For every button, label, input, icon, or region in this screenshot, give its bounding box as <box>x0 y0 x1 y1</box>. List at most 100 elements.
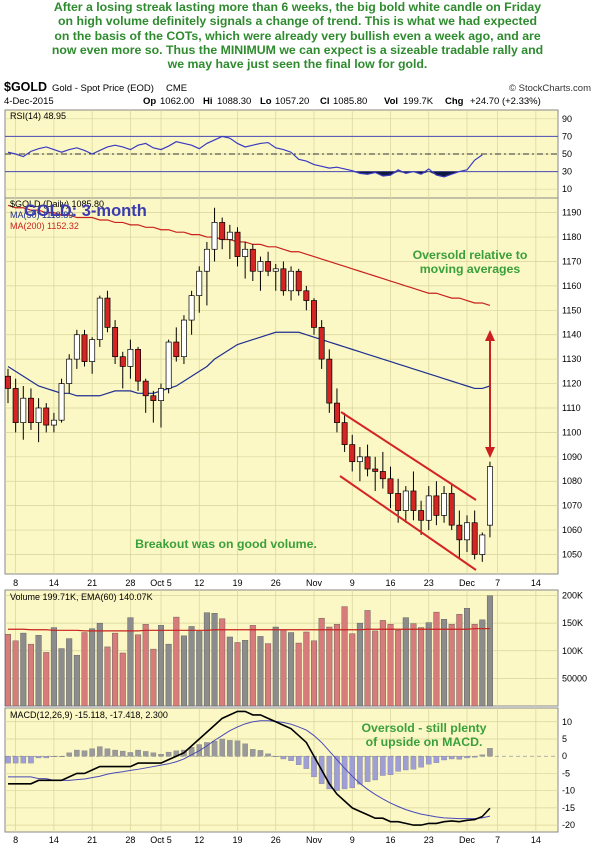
axis-labels: 8 8 14 14 21 21 28 28 Oct 5 Oct 5 12 12 19 19 26 26 Nov N… <box>13 114 587 845</box>
volume-bar <box>58 648 65 707</box>
x-tick-label: 23 <box>424 835 434 845</box>
candle-body <box>395 493 402 511</box>
macd-histogram-bar <box>456 756 463 760</box>
candle-body <box>28 397 34 423</box>
macd-label: MACD(12,26,9) -15.118, -17.418, 2.300 <box>10 710 168 720</box>
stockcharts-credit: © StockCharts.com <box>509 83 591 94</box>
x-tick-label: 14 <box>49 578 59 588</box>
rsi-tick-label: 70 <box>562 131 572 141</box>
macd-histogram-bar <box>234 740 241 757</box>
ma200-label: MA(200) 1152.32 <box>10 221 79 231</box>
candle-body <box>471 522 478 555</box>
candle-body <box>379 471 386 480</box>
x-tick-label: 8 <box>13 578 18 588</box>
macd-histogram-bar <box>334 756 340 791</box>
candle-body <box>150 395 157 401</box>
volume-bar <box>12 640 19 707</box>
lo-label: Lo <box>260 96 272 107</box>
candle-body <box>372 468 379 472</box>
macd-histogram-bar <box>35 756 42 759</box>
rsi-label: RSI(14) 48.95 <box>10 111 66 121</box>
candle-body <box>356 456 363 463</box>
x-tick-label: 14 <box>531 835 541 845</box>
price-tick-label: 1130 <box>562 354 581 364</box>
volume-bar <box>288 632 295 707</box>
macd-histogram-bar <box>410 756 417 770</box>
candle-body <box>58 383 65 421</box>
macd-histogram-bar <box>142 751 149 757</box>
macd-signal-line <box>8 720 491 820</box>
candle-body <box>242 248 249 257</box>
volume-bar <box>127 617 134 707</box>
price-tick-label: 1080 <box>562 476 582 486</box>
x-tick-label: 14 <box>531 578 541 588</box>
macd-histogram-bar <box>433 756 440 763</box>
macd-histogram-bar <box>441 756 447 761</box>
macd-histogram-bar <box>74 749 80 757</box>
candle-body <box>142 380 149 397</box>
ma50-line <box>7 331 491 397</box>
macd-histogram-bar <box>280 756 287 760</box>
candle-body <box>334 402 340 423</box>
macd-histogram-bar <box>12 756 19 764</box>
exchange-label: CME <box>166 83 187 94</box>
ohlc-readout: Op 1062.00 Hi 1088.30 Lo 1057.20 Cl 1085… <box>143 96 541 107</box>
macd-histogram-bar <box>5 756 11 764</box>
op-value: 1062.00 <box>160 96 194 107</box>
volume-bar <box>150 648 157 707</box>
candle-body <box>402 490 409 511</box>
macd-tick-label: 5 <box>562 734 567 744</box>
candle-body <box>295 270 302 292</box>
candle-body <box>387 478 394 494</box>
candle-body <box>341 422 348 445</box>
macd-histogram-bar <box>380 756 386 776</box>
rsi-line <box>7 135 483 178</box>
volume-bar <box>402 617 409 707</box>
volume-bar <box>180 635 187 707</box>
x-tick-label: 23 <box>424 578 434 588</box>
breakout-annotation: Breakout was on good volume. <box>135 537 317 551</box>
candle-body <box>135 349 141 382</box>
price-tick-label: 1060 <box>562 525 582 535</box>
candle-body <box>73 334 80 360</box>
x-tick-label: Nov <box>306 578 323 588</box>
volume-bar <box>20 632 27 707</box>
macd-histogram-bar <box>211 740 218 757</box>
channel-lower-line <box>339 475 477 571</box>
candle-body <box>288 270 295 292</box>
ma200-line <box>7 204 491 307</box>
rsi-tick-label: 10 <box>562 184 572 194</box>
x-tick-label: 7 <box>495 578 500 588</box>
volume-bar <box>471 624 478 707</box>
macd-histogram-bar <box>448 756 455 760</box>
macd-histogram-bar <box>51 756 57 757</box>
macd-histogram-bar <box>250 749 256 757</box>
volume-bar <box>165 643 172 707</box>
volume-bar <box>425 622 432 707</box>
volume-bar <box>203 612 210 707</box>
commentary-line: now even more so. Thus the MINIMUM we ca… <box>51 42 544 57</box>
volume-bar <box>257 636 264 707</box>
candle-body <box>173 341 180 358</box>
volume-bar <box>4 633 11 707</box>
candle-body <box>234 231 241 257</box>
candle-body <box>211 222 218 250</box>
vol-value: 199.7K <box>403 96 434 107</box>
macd-histogram-bar <box>425 756 432 765</box>
macd-histogram-bar <box>303 756 310 769</box>
candle-body <box>265 261 272 272</box>
commentary-line: After a losing streak lasting more than … <box>53 0 542 14</box>
macd-histogram-bar <box>372 756 378 781</box>
x-tick-label: 21 <box>87 835 97 845</box>
candle-body <box>257 261 264 272</box>
volume-bar <box>364 610 371 707</box>
price-label: $GOLD (Daily) 1085.80 <box>10 199 104 209</box>
cl-value: 1085.80 <box>333 96 367 107</box>
commentary-line: on the basis of the COTs, which were alr… <box>54 28 541 43</box>
volume-bar <box>341 606 348 707</box>
macd-histogram-bar <box>112 749 118 757</box>
macd-tick-label: -15 <box>562 803 575 813</box>
x-tick-label: Oct 5 <box>150 578 172 588</box>
volume-bar <box>142 624 149 707</box>
candle-body <box>410 490 417 511</box>
